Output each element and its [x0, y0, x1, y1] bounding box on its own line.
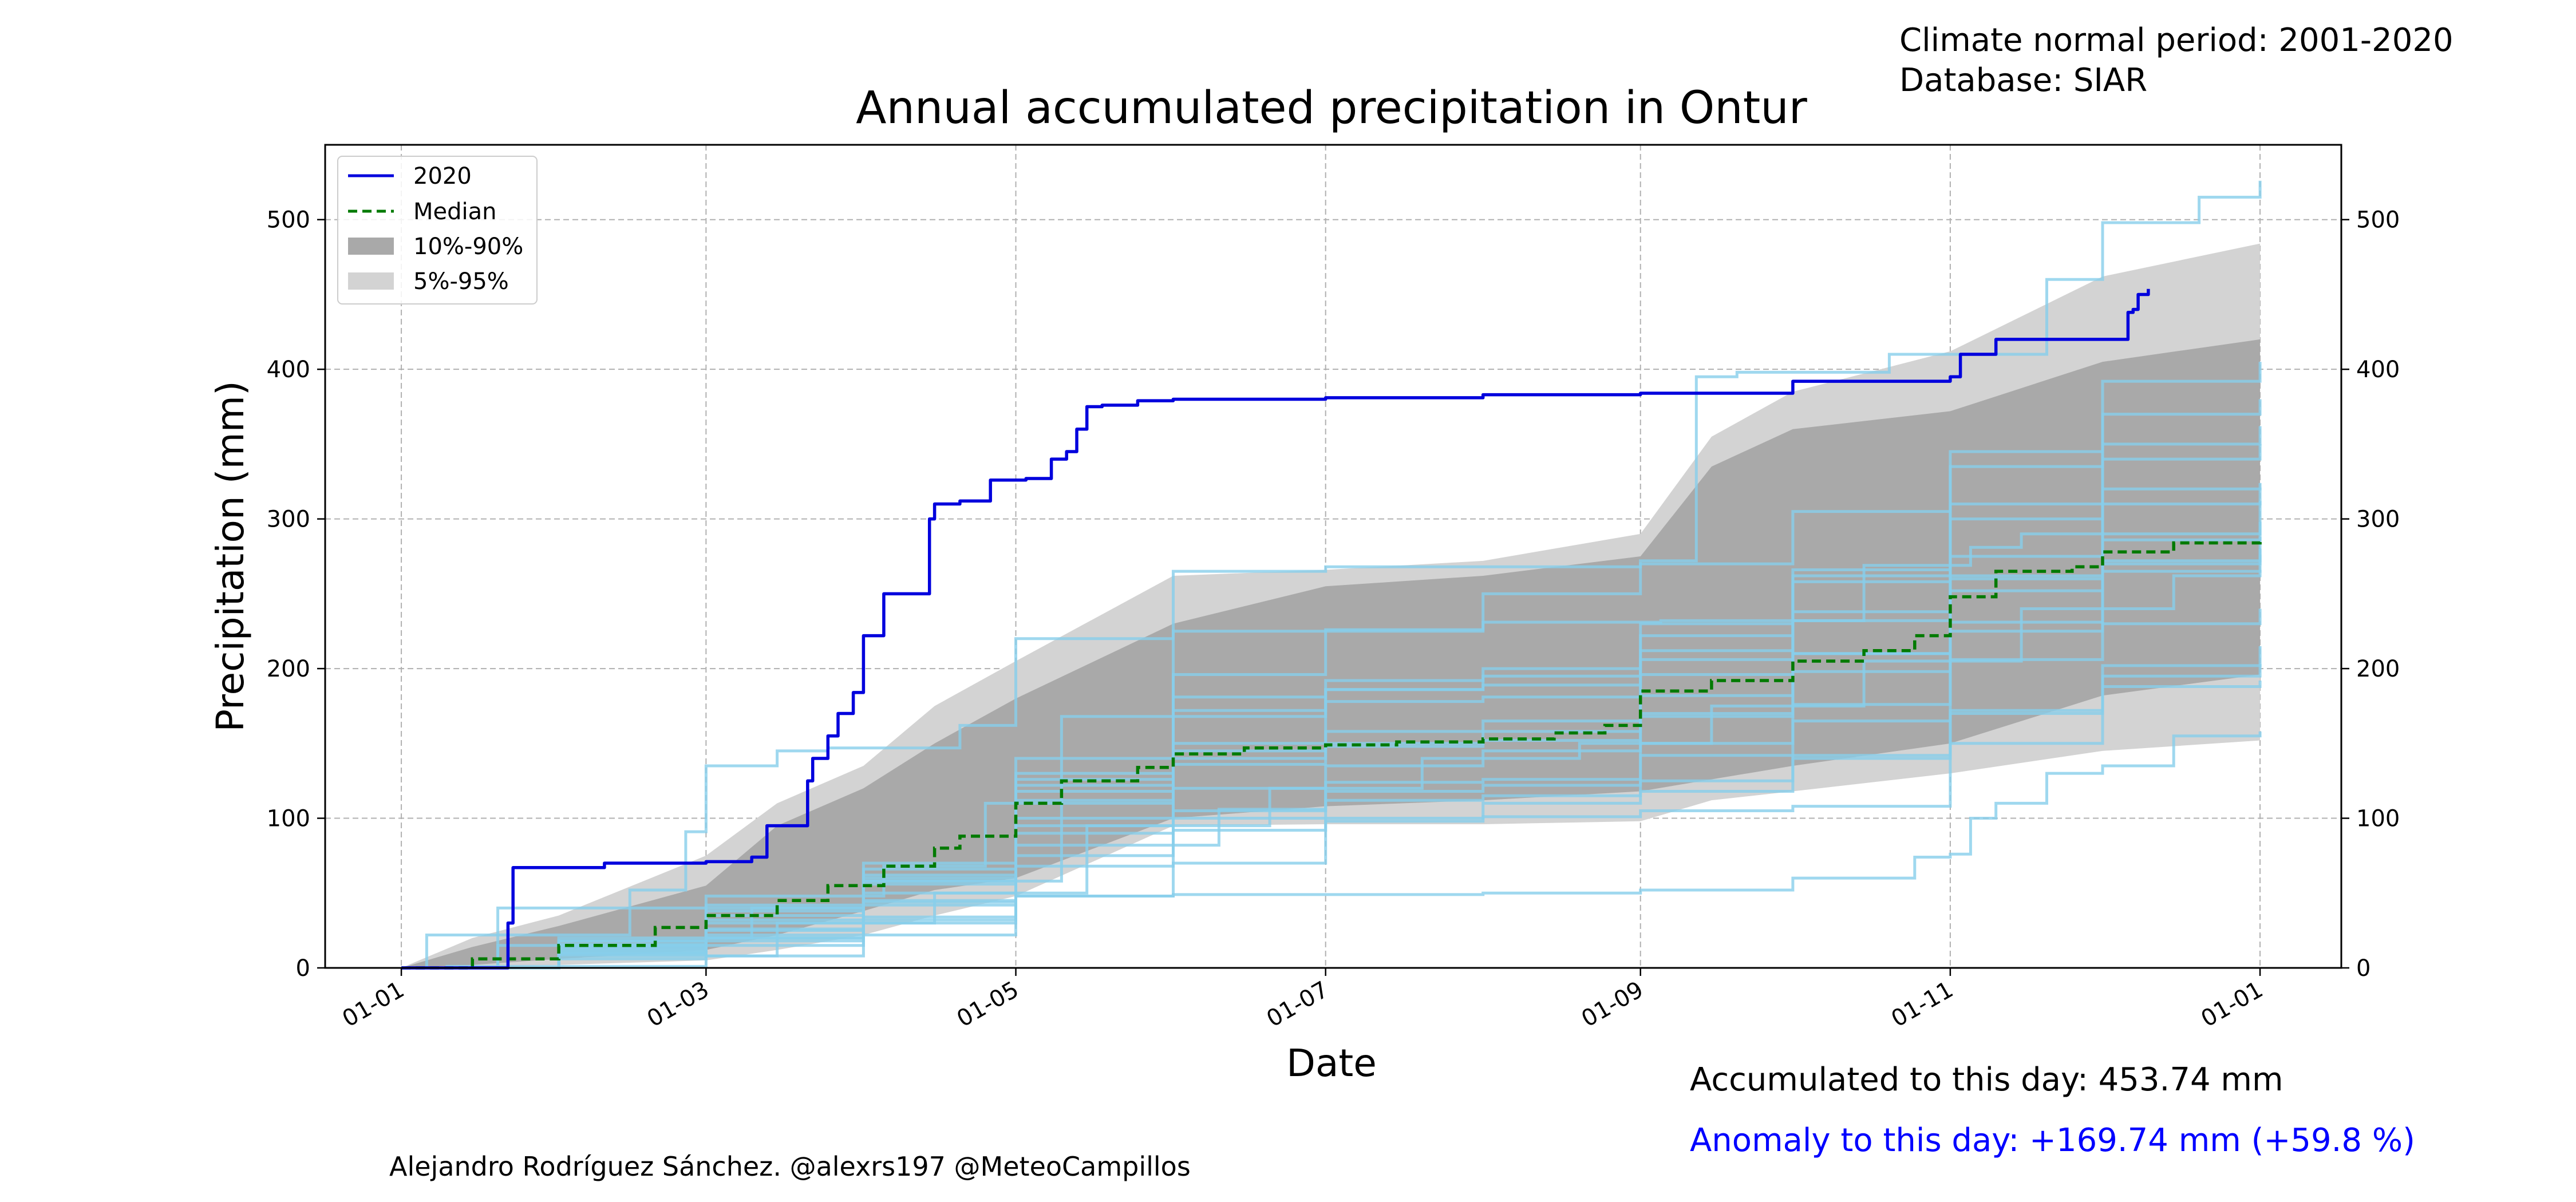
legend-label-2020: 2020 — [413, 163, 472, 189]
legend-label-10-90: 10%-90% — [413, 234, 523, 260]
historical-line — [401, 731, 2262, 970]
y-tick-label-right: 300 — [2356, 507, 2400, 533]
band-10-90 — [401, 339, 2261, 968]
x-tick-label: 01-03 — [643, 976, 714, 1033]
current-year-line-group — [401, 288, 2150, 970]
credit-text: Alejandro Rodríguez Sánchez. @alexrs197 … — [389, 1151, 1191, 1182]
legend-label-median: Median — [413, 199, 497, 225]
x-tick-label: 01-01 — [338, 976, 409, 1033]
x-tick-label: 01-11 — [1887, 976, 1958, 1033]
legend: 2020 Median 10%-90% 5%-95% — [337, 156, 538, 305]
y-tick-label-left: 0 — [296, 955, 310, 982]
y-tick-label-right: 0 — [2356, 955, 2370, 982]
y-tick-label-right: 400 — [2356, 357, 2400, 383]
accumulated-text: Accumulated to this day: 453.74 mm — [1690, 1061, 2283, 1098]
y-axis-label: Precipitation (mm) — [208, 381, 252, 732]
y-tick-label-left: 100 — [267, 806, 310, 832]
y-tick-label-right: 100 — [2356, 806, 2400, 832]
historical-line — [401, 180, 2262, 970]
y-axis-ticks: 0 0 100 100 200 200 300 300 400 400 500 500 — [267, 207, 2400, 982]
x-tick-label: 01-01 — [2196, 976, 2267, 1033]
x-axis-label: Date — [1286, 1041, 1377, 1085]
y-tick-label-right: 500 — [2356, 207, 2400, 234]
normal-period-text: Climate normal period: 2001-2020 — [1899, 22, 2453, 59]
y-tick-label-left: 500 — [267, 207, 310, 234]
plot-frame — [324, 144, 2342, 969]
historical-line — [401, 487, 2262, 970]
y-tick-label-left: 300 — [267, 507, 310, 533]
y-tick-label-left: 200 — [267, 656, 310, 682]
y-tick-label-right: 200 — [2356, 656, 2400, 682]
legend-label-5-95: 5%-95% — [413, 268, 509, 295]
median-line-group — [401, 540, 2262, 970]
x-axis-ticks: 01-01 01-03 01-05 01-07 01-09 01-11 01-01 — [338, 968, 2267, 1033]
database-text: Database: SIAR — [1899, 62, 2148, 99]
legend-swatch-5-95 — [348, 272, 394, 290]
percentile-bands — [401, 243, 2261, 968]
legend-swatch-10-90 — [348, 238, 394, 255]
x-tick-label: 01-07 — [1262, 976, 1333, 1033]
legend-frame — [337, 156, 538, 305]
historical-lines — [401, 180, 2262, 970]
series-2020-line — [401, 288, 2150, 970]
historical-line — [401, 537, 2262, 970]
historical-line — [401, 444, 2262, 970]
chart-title: Annual accumulated precipitation in Ontu… — [856, 82, 1808, 134]
median-line — [401, 540, 2262, 970]
y-tick-label-left: 400 — [267, 357, 310, 383]
anomaly-text: Anomaly to this day: +169.74 mm (+59.8 %… — [1690, 1122, 2415, 1159]
x-tick-label: 01-05 — [953, 976, 1024, 1033]
x-tick-label: 01-09 — [1577, 976, 1648, 1033]
